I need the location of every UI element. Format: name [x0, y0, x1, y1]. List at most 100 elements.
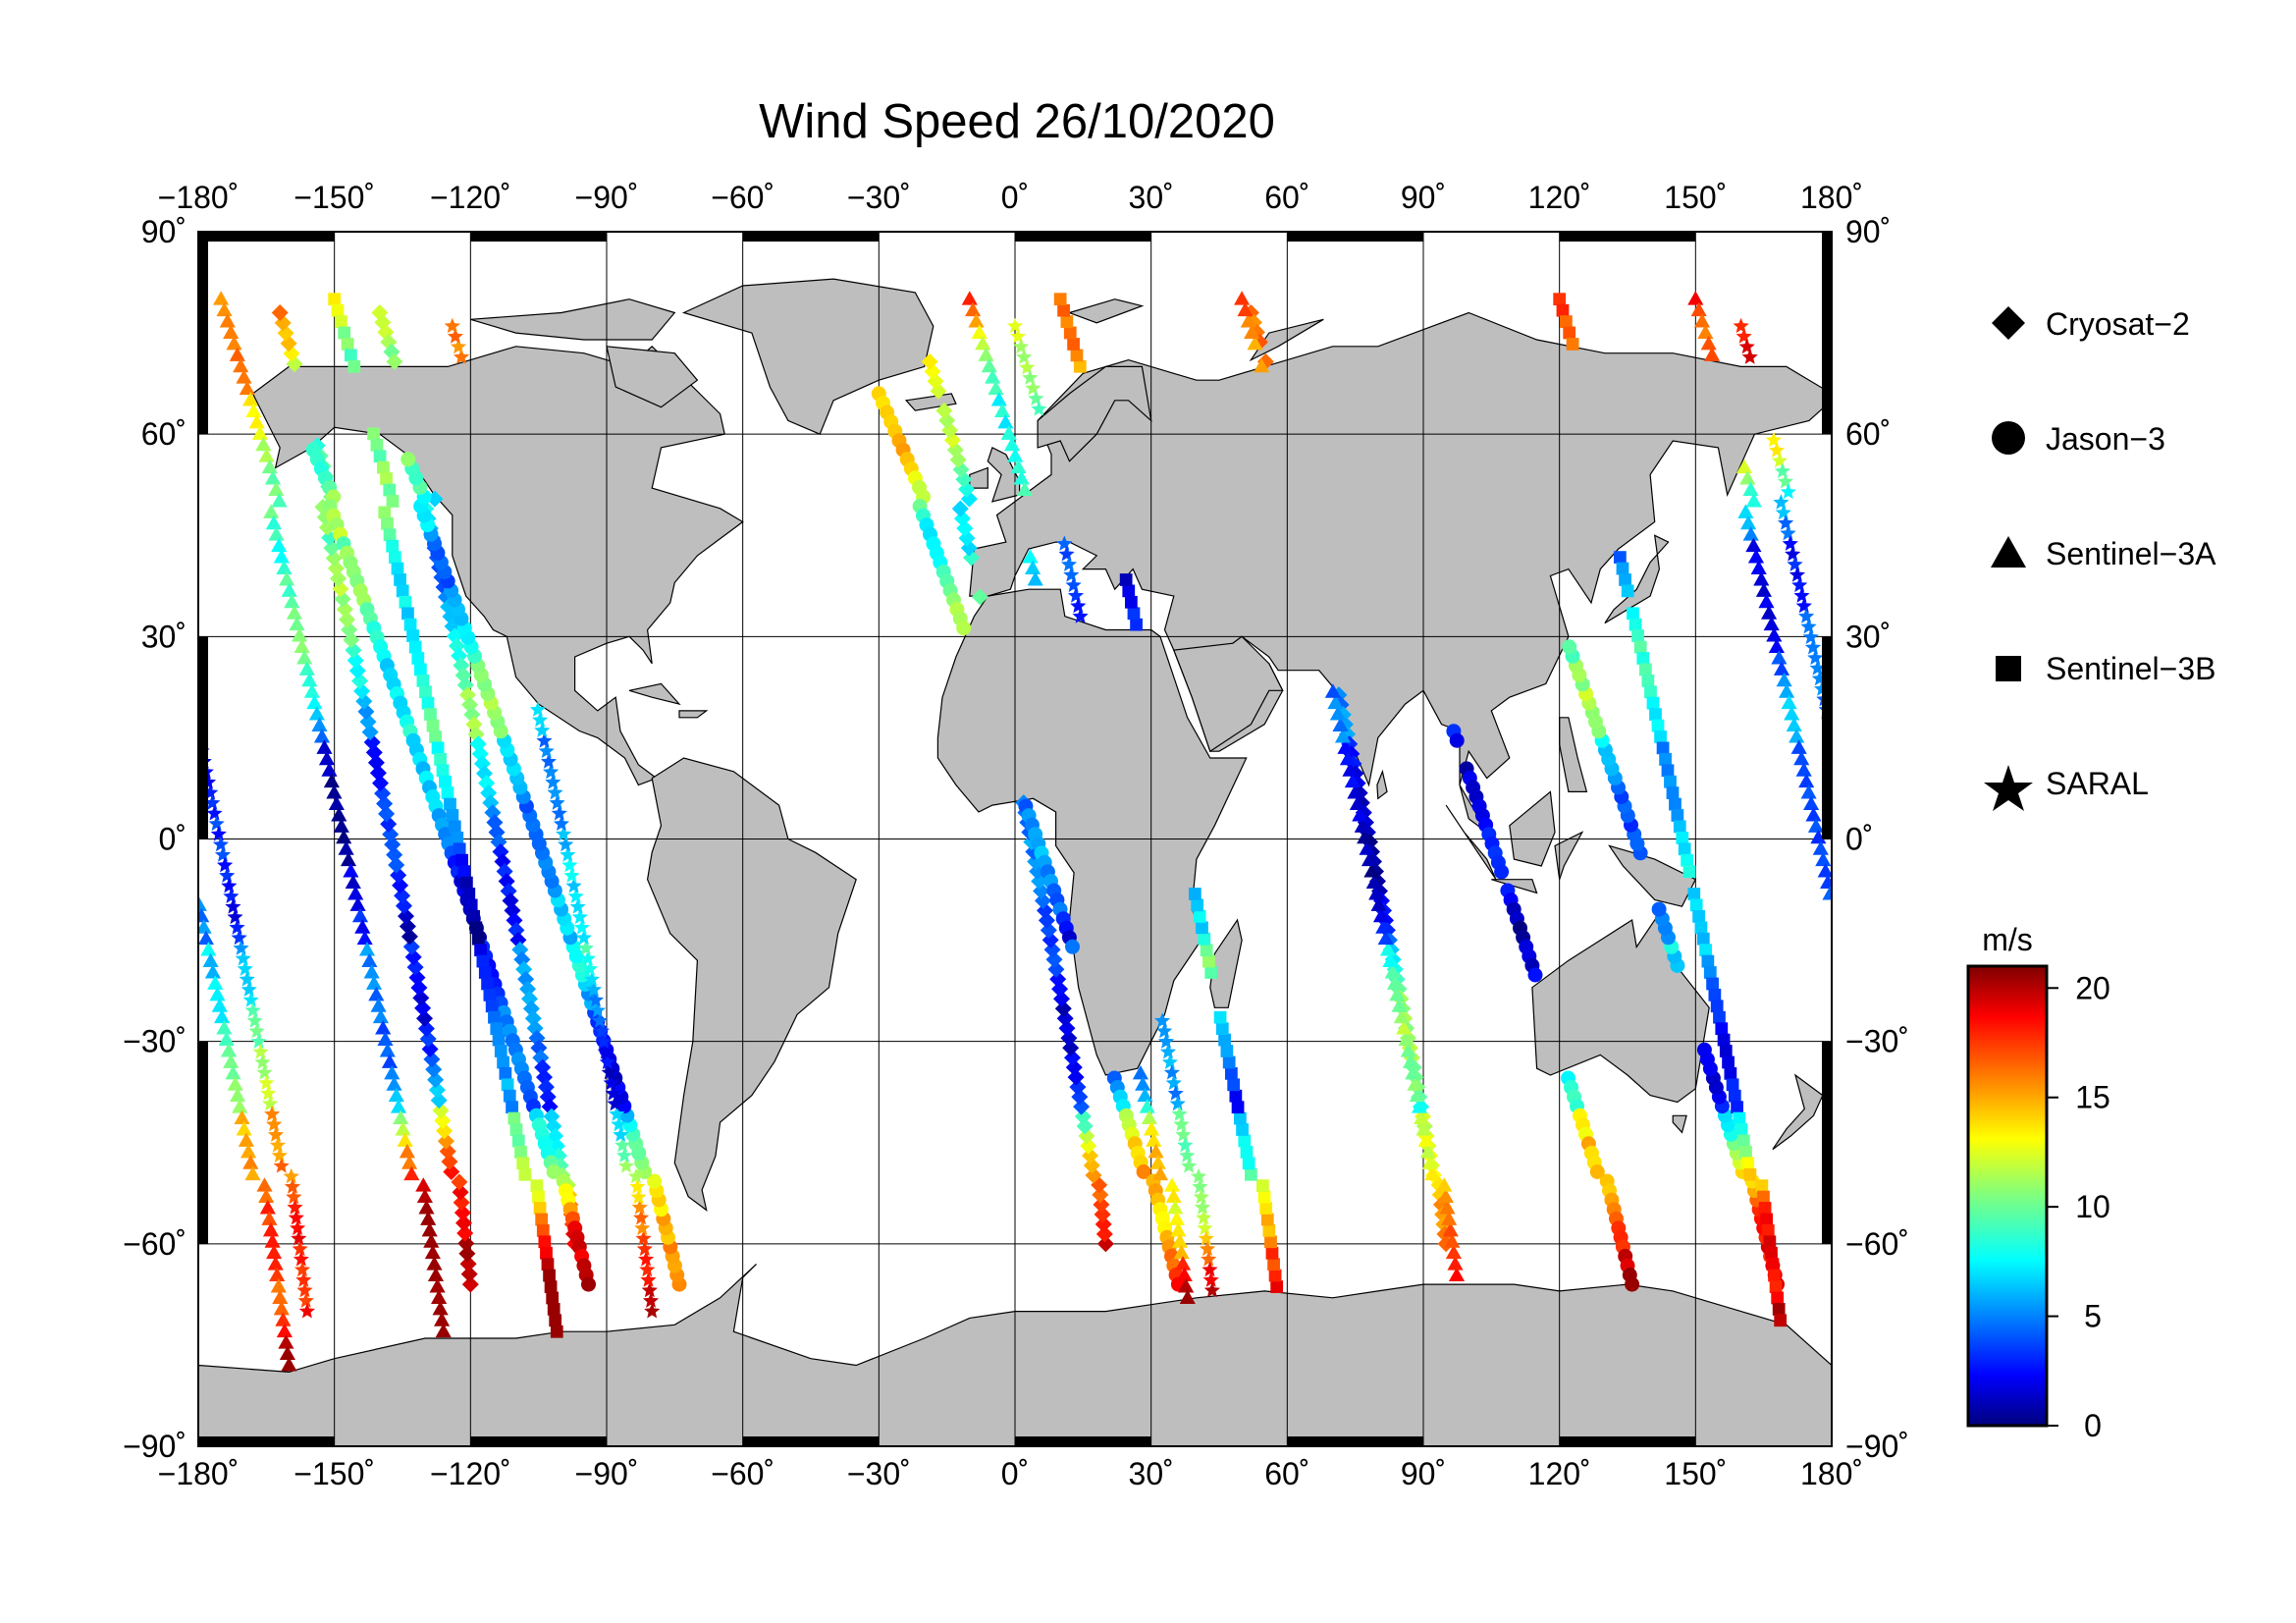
colorbar-gradient	[1966, 964, 2049, 1428]
wind-point	[356, 930, 373, 946]
wind-point	[1787, 556, 1803, 571]
wind-point	[1265, 1246, 1279, 1260]
legend-label: Sentinel−3B	[2046, 651, 2216, 686]
wind-point	[960, 490, 978, 508]
wind-point	[1163, 1064, 1180, 1080]
wind-point	[252, 1044, 269, 1059]
wind-point	[284, 593, 300, 609]
wind-point	[455, 1215, 472, 1232]
wind-point	[239, 380, 255, 396]
wind-point	[642, 1292, 660, 1308]
wind-point	[232, 1099, 248, 1113]
wind-point	[630, 1188, 647, 1205]
wind-point	[567, 888, 584, 903]
wind-point	[292, 627, 308, 642]
wind-point	[1800, 784, 1817, 799]
wind-point	[561, 856, 578, 873]
wind-point	[541, 1258, 555, 1271]
wind-point	[345, 874, 361, 890]
wind-point	[1072, 608, 1089, 623]
wind-point	[244, 1165, 261, 1181]
wind-point	[1065, 576, 1082, 593]
wind-point	[386, 352, 403, 370]
wind-point	[1789, 567, 1805, 582]
wind-point	[240, 981, 257, 997]
colorbar-tick-label: 0	[2084, 1408, 2102, 1443]
wind-point	[1196, 1210, 1212, 1225]
wind-point	[1740, 514, 1757, 530]
wind-point	[379, 1043, 396, 1057]
wind-point	[323, 773, 340, 788]
wind-point	[294, 1261, 311, 1277]
wind-point	[1436, 1177, 1453, 1192]
wind-point	[1352, 807, 1368, 822]
wind-point	[638, 1251, 655, 1267]
wind-point	[265, 514, 282, 530]
wind-point	[1402, 1054, 1419, 1068]
wind-point	[501, 1078, 514, 1092]
wind-point	[460, 1266, 478, 1283]
wind-point	[294, 638, 310, 653]
wind-point	[1357, 829, 1373, 844]
wind-point	[569, 898, 586, 914]
wind-point	[1159, 1044, 1177, 1059]
wind-point	[1010, 328, 1027, 344]
wind-point	[423, 1051, 441, 1068]
wind-point	[1332, 717, 1349, 731]
wind-point	[412, 989, 430, 1006]
wind-point	[1175, 1126, 1192, 1142]
wind-point	[408, 640, 422, 654]
wind-point	[444, 317, 460, 334]
longitude-tick-label: 150˚	[1664, 1456, 1727, 1491]
wind-point	[467, 910, 480, 923]
wind-point	[1562, 639, 1577, 655]
wind-point	[240, 1143, 257, 1159]
wind-point	[488, 1010, 501, 1024]
wind-point	[1194, 1199, 1211, 1215]
wind-point	[543, 1269, 556, 1282]
wind-point	[511, 1134, 525, 1148]
wind-point	[1807, 818, 1825, 833]
wind-point	[272, 1289, 289, 1304]
wind-point	[1747, 549, 1765, 564]
wind-point	[1151, 1165, 1169, 1181]
wind-point	[577, 940, 594, 955]
wind-point	[1179, 1147, 1196, 1163]
latitude-tick-label: −60˚	[123, 1226, 187, 1262]
wind-point	[441, 1153, 458, 1170]
wind-point	[358, 942, 376, 956]
wind-point	[1342, 762, 1359, 777]
wind-point	[1726, 1078, 1739, 1092]
longitude-tick-label: −180˚	[158, 1456, 240, 1491]
wind-point	[298, 1303, 315, 1319]
wind-point	[994, 403, 1011, 417]
wind-point	[1735, 328, 1752, 344]
colorbar-tick-label: 10	[2075, 1189, 2110, 1224]
latitude-tick-label: 0˚	[159, 822, 187, 857]
longitude-tick-label: 0˚	[1001, 180, 1029, 215]
wind-point	[1136, 1164, 1151, 1179]
satellite-tracks	[198, 291, 1832, 1372]
wind-point	[1763, 616, 1780, 631]
wind-point	[1639, 663, 1652, 676]
wind-point	[532, 712, 549, 728]
wind-point	[426, 719, 440, 732]
wind-point	[589, 1001, 606, 1018]
wind-point	[1225, 1067, 1238, 1080]
wind-point	[1553, 293, 1567, 306]
wind-point	[1031, 401, 1047, 416]
wind-point	[264, 1106, 281, 1121]
wind-point	[1772, 1303, 1786, 1316]
wind-point	[509, 1123, 523, 1136]
wind-point	[1013, 338, 1030, 354]
wind-point	[1692, 910, 1705, 923]
wind-point	[1742, 526, 1759, 541]
latitude-tick-label: −60˚	[1845, 1226, 1909, 1262]
wind-point	[335, 315, 347, 328]
wind-point	[437, 1132, 454, 1150]
wind-point	[1400, 1043, 1416, 1057]
wind-point	[560, 846, 576, 862]
wind-point	[585, 981, 603, 997]
wind-point	[218, 1031, 235, 1047]
wind-point	[1192, 1178, 1208, 1194]
